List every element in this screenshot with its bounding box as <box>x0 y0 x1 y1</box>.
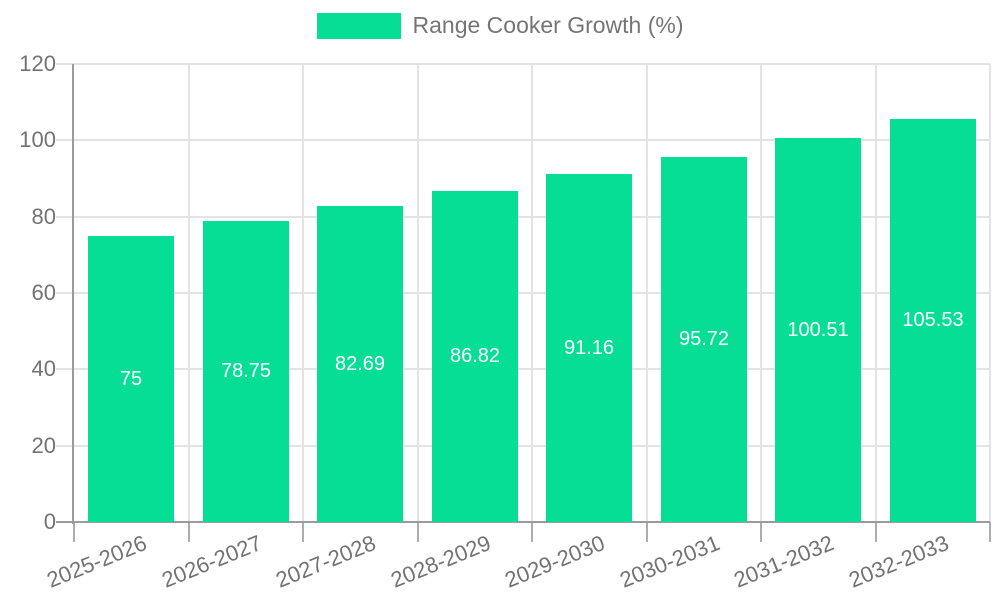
legend-item[interactable]: Range Cooker Growth (%) <box>316 12 684 39</box>
gridline-v <box>875 64 877 522</box>
gridline-v <box>417 64 419 522</box>
x-axis-tick <box>760 522 762 542</box>
bar[interactable]: 91.16 <box>546 174 632 522</box>
y-tick-label: 80 <box>31 204 56 229</box>
bar-value-label: 75 <box>119 367 143 390</box>
gridline-h <box>56 63 990 65</box>
gridline-v <box>646 64 648 522</box>
y-tick-label: 40 <box>31 356 56 381</box>
bar[interactable]: 95.72 <box>661 157 747 522</box>
bar[interactable]: 86.82 <box>432 191 518 522</box>
bar-value-label: 91.16 <box>563 336 615 359</box>
bar-value-label: 82.69 <box>334 352 386 375</box>
bar-value-label: 95.72 <box>678 328 730 350</box>
y-tick-label: 100 <box>19 127 56 152</box>
bar-value-label: 105.53 <box>902 309 964 331</box>
gridline-v <box>989 64 991 522</box>
x-axis-tick <box>875 522 877 542</box>
gridline-v <box>188 64 190 522</box>
y-tick-label: 0 <box>43 509 56 534</box>
x-axis-line <box>56 521 990 523</box>
y-tick-label: 60 <box>31 280 56 305</box>
x-tick-label: 2028-2029 <box>386 530 494 593</box>
gridline-h <box>56 292 990 294</box>
y-tick-label: 20 <box>31 433 56 458</box>
legend-label: Range Cooker Growth (%) <box>412 12 684 38</box>
gridline-h <box>56 368 990 370</box>
x-tick-label: 2026-2027 <box>157 530 265 593</box>
y-tick-label: 120 <box>19 51 56 76</box>
x-axis-tick <box>989 522 991 542</box>
gridline-v <box>760 64 762 522</box>
x-axis-tick <box>302 522 304 542</box>
x-axis-tick <box>73 522 75 542</box>
bar-value-label: 78.75 <box>220 360 272 382</box>
x-tick-label: 2029-2030 <box>501 530 609 593</box>
x-axis-tick <box>531 522 533 542</box>
bar[interactable]: 82.69 <box>317 206 403 522</box>
gridline-h <box>56 445 990 447</box>
bar-value-label: 86.82 <box>449 345 501 367</box>
x-axis-tick <box>417 522 419 542</box>
gridline-v <box>531 64 533 522</box>
legend-swatch <box>316 12 401 39</box>
bar[interactable]: 105.53 <box>890 119 976 522</box>
bar[interactable]: 75 <box>88 236 174 522</box>
x-tick-label: 2025-2026 <box>43 530 151 593</box>
y-axis-line <box>72 64 74 524</box>
gridline-h <box>56 139 990 141</box>
x-axis-tick <box>188 522 190 542</box>
bar[interactable]: 78.75 <box>203 221 289 522</box>
x-tick-label: 2030-2031 <box>615 530 723 593</box>
bar-value-label: 100.51 <box>787 318 849 341</box>
x-axis-tick <box>646 522 648 542</box>
x-tick-label: 2032-2033 <box>844 530 952 593</box>
legend: Range Cooker Growth (%) <box>0 12 1000 39</box>
x-tick-label: 2027-2028 <box>272 530 380 593</box>
x-tick-label: 2031-2032 <box>730 530 838 593</box>
gridline-h <box>56 216 990 218</box>
gridline-v <box>302 64 304 522</box>
bar[interactable]: 100.51 <box>775 138 861 522</box>
